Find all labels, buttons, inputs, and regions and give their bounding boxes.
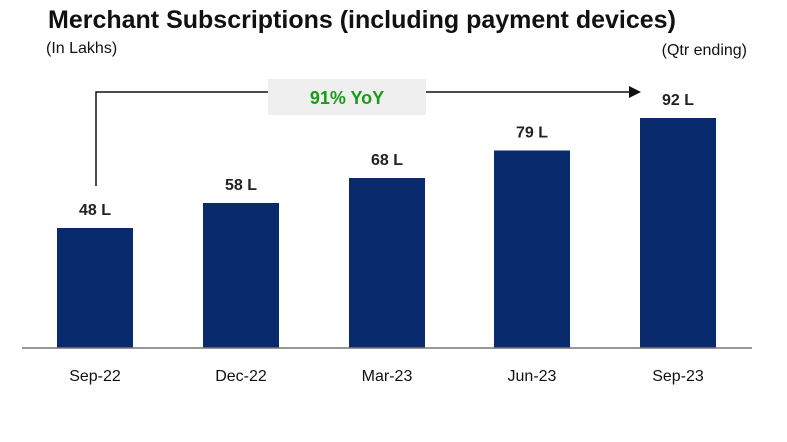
x-tick-label-sep-22: Sep-22 [69, 368, 121, 385]
chart-title: Merchant Subscriptions (including paymen… [48, 6, 676, 34]
yoy-annotation-box [268, 79, 426, 115]
bar-mar-23 [349, 178, 425, 348]
data-label-jun-23: 79 L [516, 125, 548, 142]
unit-note: (In Lakhs) [46, 40, 118, 57]
bar-sep-22 [57, 228, 133, 348]
bar-jun-23 [494, 150, 570, 348]
yoy-arrow-line [95, 91, 634, 186]
period-note: (Qtr ending) [661, 42, 747, 59]
bar-sep-23 [640, 118, 716, 348]
yoy-annotation-label: 91% YoY [310, 88, 384, 108]
data-label-sep-23: 92 L [662, 92, 694, 109]
bar-dec-22 [203, 203, 279, 348]
x-tick-label-mar-23: Mar-23 [362, 368, 413, 385]
x-tick-label-jun-23: Jun-23 [508, 368, 557, 385]
x-tick-label-dec-22: Dec-22 [215, 368, 267, 385]
x-tick-label-sep-23: Sep-23 [652, 368, 704, 385]
yoy-arrow-head [629, 86, 641, 98]
data-label-sep-22: 48 L [79, 202, 111, 219]
data-label-dec-22: 58 L [225, 177, 257, 194]
data-label-mar-23: 68 L [371, 152, 403, 169]
